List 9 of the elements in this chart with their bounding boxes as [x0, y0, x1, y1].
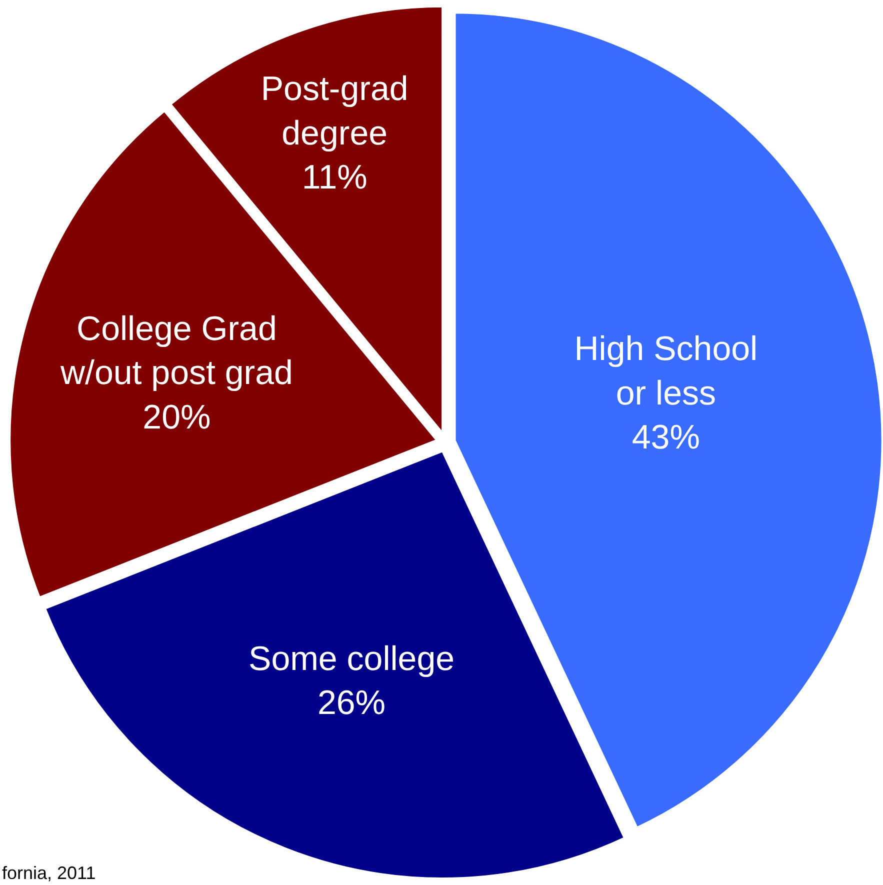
slice-label: College Grad w/out post grad — [59, 310, 293, 392]
data-label: 43% — [632, 418, 700, 457]
data-label: 11% — [302, 158, 368, 196]
slice-label: Some college — [248, 640, 455, 678]
data-label: 20% — [142, 398, 211, 436]
slice-label: High School or less — [574, 330, 758, 412]
data-label: 26% — [317, 684, 386, 722]
text: fornia, 2011 — [2, 863, 96, 883]
slice-label: Post-grad degree — [260, 70, 408, 152]
